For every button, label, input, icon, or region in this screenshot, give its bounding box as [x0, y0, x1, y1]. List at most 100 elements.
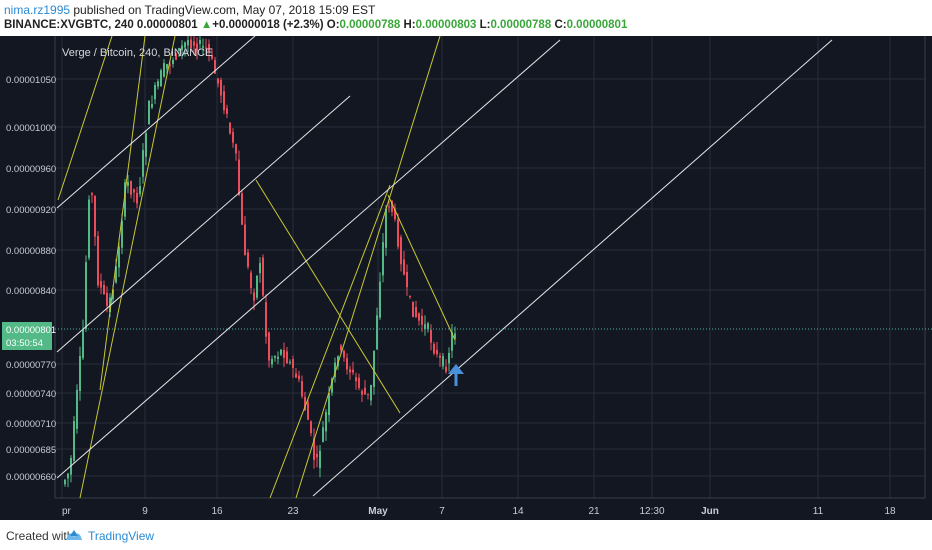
candle-body [412, 301, 414, 317]
candle-body [199, 40, 201, 44]
candle-body [271, 358, 273, 365]
high-label: H: [403, 19, 416, 31]
time-axis-label: 12:30 [639, 506, 664, 517]
candle-body [247, 252, 249, 267]
candle-body [205, 47, 207, 49]
footer: Created with TradingView [0, 520, 932, 550]
candle-body [169, 64, 171, 66]
candle-body [67, 473, 69, 479]
time-axis-label: 23 [287, 506, 299, 517]
candle-body [91, 193, 93, 196]
trend-line [387, 194, 456, 341]
candle-body [208, 44, 210, 52]
candle-body [355, 377, 357, 382]
tradingview-brand-link[interactable]: TradingView [88, 529, 155, 543]
ohlc-line: BINANCE:XVGBTC, 240 0.00000801 ▲+0.00000… [4, 19, 627, 31]
channel-line [56, 39, 561, 479]
candle-body [340, 345, 342, 351]
candle-body [109, 297, 111, 313]
candle-body [316, 453, 318, 458]
candle-body [364, 387, 366, 395]
candle-body [202, 45, 204, 48]
candle-body [301, 381, 303, 397]
publish-line: nima.rz1995 published on TradingView.com… [4, 3, 375, 17]
channel-line [56, 95, 351, 353]
candle-body [436, 349, 438, 355]
candle-body [397, 219, 399, 247]
candle-body [280, 349, 282, 355]
open-label: O: [326, 19, 340, 31]
candle-body [145, 133, 147, 157]
time-axis-label: pr [62, 506, 72, 517]
candle-body [187, 39, 189, 46]
price-axis-label: 0.00000960 [6, 164, 56, 175]
candle-body [409, 295, 411, 298]
trend-line [99, 36, 146, 391]
channel-line [312, 39, 833, 497]
open-value: 0.00000788 [339, 19, 401, 31]
candle-body [322, 427, 324, 442]
arrow-up-icon [448, 364, 464, 386]
price-axis-label: 0.00000685 [6, 445, 56, 456]
candle-body [442, 356, 444, 367]
candle-body [346, 357, 348, 370]
candle-body [274, 356, 276, 358]
candle-body [229, 122, 231, 134]
trend-line [269, 184, 391, 498]
candle-body [253, 292, 255, 301]
candlestick-chart[interactable]: 0.00001050 0.00001000 0.00000960 0.00000920… [0, 36, 932, 520]
candle-body [103, 284, 105, 295]
candle-body [259, 263, 261, 274]
author-link[interactable]: nima.rz1995 [4, 3, 71, 17]
candle-body [193, 41, 195, 46]
candle-body [424, 324, 426, 329]
candle-body [160, 70, 162, 87]
created-with-label: Created with [6, 529, 74, 543]
candle-body [370, 384, 372, 401]
candle-body [406, 271, 408, 288]
price-tag-box [2, 322, 52, 350]
chart-title: Verge / Bitcoin, 240, BINANCE [62, 47, 213, 59]
candle-body [352, 369, 354, 373]
candle-body [415, 306, 417, 317]
candle-body [334, 362, 336, 378]
candle-body [379, 281, 381, 318]
price-axis-label: 0.00000660 [6, 472, 56, 483]
candle-body [64, 479, 66, 485]
candle-body [82, 329, 84, 359]
candle-body [388, 206, 390, 208]
candle-body [367, 393, 369, 395]
candle-body [100, 281, 102, 288]
time-axis-label: 9 [142, 506, 148, 517]
candle-body [142, 150, 144, 177]
tradingview-logo-icon[interactable] [64, 528, 84, 547]
candle-body [73, 420, 75, 461]
candle-body [127, 181, 129, 186]
candle-body [172, 59, 174, 64]
price-tag-countdown: 03:50:54 [6, 338, 43, 349]
candle-body [313, 438, 315, 460]
candle-body [94, 195, 96, 237]
trend-line [57, 36, 113, 201]
candle-body [391, 200, 393, 212]
candle-body [178, 48, 180, 51]
candle-body [430, 330, 432, 343]
close-label: C: [554, 19, 567, 31]
candle-body [241, 193, 243, 225]
candle-body [232, 132, 234, 143]
candle-body [265, 302, 267, 337]
price-axis-label: 0.00000880 [6, 246, 56, 257]
candle-body [289, 361, 291, 363]
candle-body [454, 333, 456, 339]
high-value: 0.00000803 [415, 19, 477, 31]
candle-body [298, 375, 300, 380]
candle-body [235, 144, 237, 154]
candle-body [76, 389, 78, 429]
time-axis-label: 18 [884, 506, 896, 517]
chart-area[interactable]: 0.00001050 0.00001000 0.00000960 0.00000920… [0, 36, 932, 520]
candle-body [421, 315, 423, 325]
candle-body [349, 369, 351, 373]
price-tag-value: 0.00000801 [6, 325, 56, 336]
candle-body [448, 352, 450, 364]
time-axis-label: 16 [211, 506, 223, 517]
